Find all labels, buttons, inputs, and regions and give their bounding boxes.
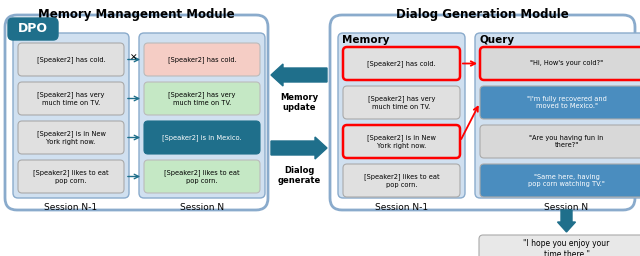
Text: [Speaker2] is in New
York right now.: [Speaker2] is in New York right now. xyxy=(367,134,436,149)
Text: Dialog Generation Module: Dialog Generation Module xyxy=(396,8,569,21)
Text: Session N: Session N xyxy=(545,203,589,212)
Text: Memory
update: Memory update xyxy=(280,93,318,112)
Text: Memory: Memory xyxy=(342,35,390,45)
FancyBboxPatch shape xyxy=(479,235,640,256)
Text: "Same here, having
pop corn watching TV.": "Same here, having pop corn watching TV.… xyxy=(528,174,605,187)
FancyBboxPatch shape xyxy=(18,160,124,193)
Text: [Speaker2] has very
much time on TV.: [Speaker2] has very much time on TV. xyxy=(37,91,105,106)
Text: [Speaker2] has cold.: [Speaker2] has cold. xyxy=(168,56,236,63)
FancyBboxPatch shape xyxy=(480,164,640,197)
FancyArrow shape xyxy=(271,64,327,86)
Text: "Hi, How's your cold?": "Hi, How's your cold?" xyxy=(530,60,603,67)
FancyBboxPatch shape xyxy=(144,160,260,193)
FancyBboxPatch shape xyxy=(18,82,124,115)
FancyBboxPatch shape xyxy=(144,121,260,154)
Text: [Speaker2] has cold.: [Speaker2] has cold. xyxy=(36,56,106,63)
Text: ✕: ✕ xyxy=(131,54,138,63)
Text: [Speaker2] has cold.: [Speaker2] has cold. xyxy=(367,60,436,67)
FancyBboxPatch shape xyxy=(5,15,268,210)
Text: [Speaker2] is in Mexico.: [Speaker2] is in Mexico. xyxy=(162,134,242,141)
FancyBboxPatch shape xyxy=(18,43,124,76)
FancyBboxPatch shape xyxy=(144,82,260,115)
Text: Dialog
generate: Dialog generate xyxy=(277,166,321,185)
FancyArrow shape xyxy=(557,210,575,232)
FancyBboxPatch shape xyxy=(144,43,260,76)
Text: Session N-1: Session N-1 xyxy=(44,203,97,212)
Text: "I hope you enjoy your
time there.": "I hope you enjoy your time there." xyxy=(524,239,610,256)
FancyBboxPatch shape xyxy=(139,33,265,198)
FancyBboxPatch shape xyxy=(18,121,124,154)
FancyBboxPatch shape xyxy=(475,33,640,198)
Text: "Are you having fun in
there?": "Are you having fun in there?" xyxy=(529,135,604,148)
FancyBboxPatch shape xyxy=(343,86,460,119)
FancyBboxPatch shape xyxy=(343,125,460,158)
FancyBboxPatch shape xyxy=(338,33,465,198)
Text: [Speaker2] is in New
York right now.: [Speaker2] is in New York right now. xyxy=(36,130,106,145)
Text: DPO: DPO xyxy=(18,23,48,36)
Text: [Speaker2] likes to eat
pop corn.: [Speaker2] likes to eat pop corn. xyxy=(164,169,240,184)
FancyBboxPatch shape xyxy=(480,47,640,80)
Text: Query: Query xyxy=(479,35,514,45)
FancyBboxPatch shape xyxy=(330,15,635,210)
Text: [Speaker2] has very
much time on TV.: [Speaker2] has very much time on TV. xyxy=(168,91,236,106)
Text: Memory Management Module: Memory Management Module xyxy=(38,8,235,21)
Text: Session N-1: Session N-1 xyxy=(375,203,428,212)
FancyBboxPatch shape xyxy=(13,33,129,198)
Text: Session N: Session N xyxy=(180,203,224,212)
FancyBboxPatch shape xyxy=(8,18,58,40)
FancyBboxPatch shape xyxy=(343,47,460,80)
Text: "I'm fully recovered and
moved to Mexico.": "I'm fully recovered and moved to Mexico… xyxy=(527,96,607,109)
FancyBboxPatch shape xyxy=(480,125,640,158)
FancyArrow shape xyxy=(271,137,327,159)
Text: [Speaker2] likes to eat
pop corn.: [Speaker2] likes to eat pop corn. xyxy=(33,169,109,184)
Text: [Speaker2] has very
much time on TV.: [Speaker2] has very much time on TV. xyxy=(368,95,435,110)
Text: [Speaker2] likes to eat
pop corn.: [Speaker2] likes to eat pop corn. xyxy=(364,173,439,188)
FancyBboxPatch shape xyxy=(343,164,460,197)
FancyBboxPatch shape xyxy=(480,86,640,119)
